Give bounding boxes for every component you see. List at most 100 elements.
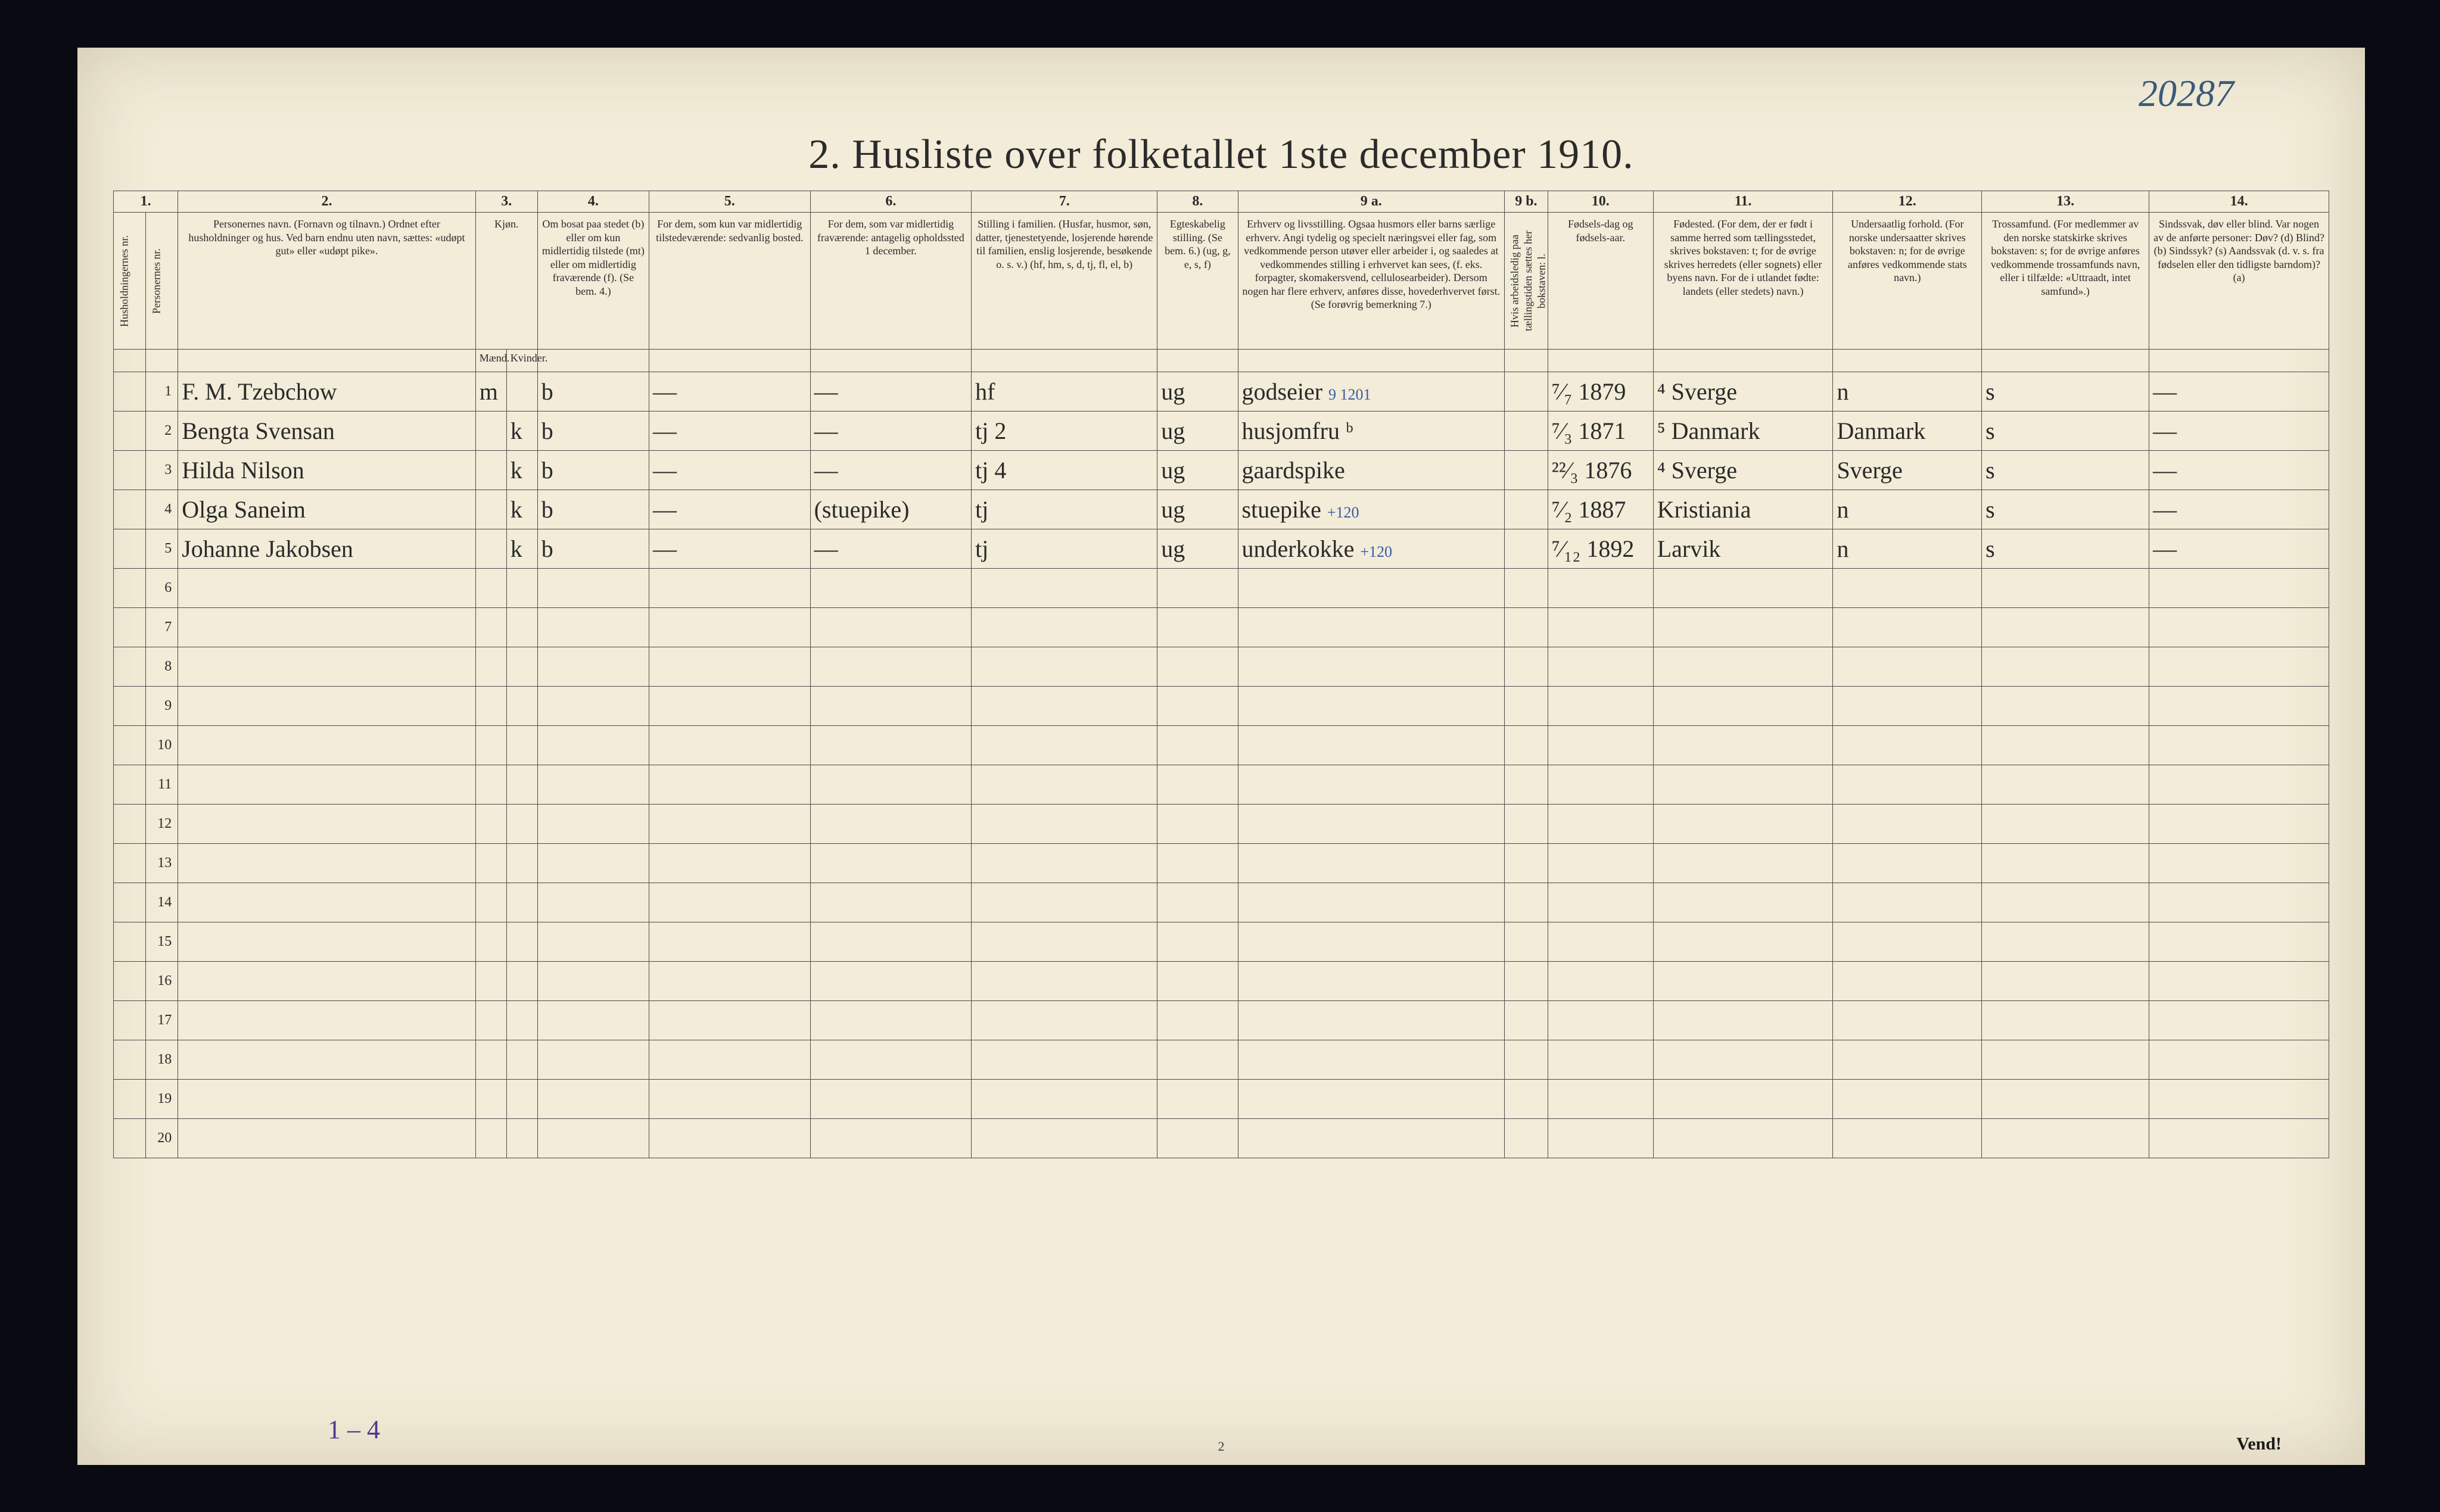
cell bbox=[506, 1119, 537, 1158]
cell-person-nr: 14 bbox=[146, 883, 178, 922]
cell bbox=[1982, 1080, 2149, 1119]
cell-sex-k: k bbox=[506, 451, 537, 490]
cell bbox=[2149, 883, 2329, 922]
cell bbox=[1157, 1040, 1238, 1080]
cell-c9b bbox=[1504, 490, 1548, 529]
cell bbox=[649, 569, 811, 608]
sub-blank bbox=[1157, 350, 1238, 372]
cell-undersaatlig: n bbox=[1833, 372, 1982, 411]
cell bbox=[537, 765, 649, 805]
cell bbox=[537, 922, 649, 962]
cell bbox=[2149, 1119, 2329, 1158]
cell bbox=[178, 1119, 475, 1158]
cell-sex-m bbox=[475, 411, 506, 451]
cell bbox=[1157, 805, 1238, 844]
colnum: 13. bbox=[1982, 191, 2149, 213]
sub-blank bbox=[114, 350, 146, 372]
cell-sex-m bbox=[475, 490, 506, 529]
cell bbox=[810, 844, 972, 883]
cell-person-nr: 13 bbox=[146, 844, 178, 883]
cell bbox=[810, 1001, 972, 1040]
cell bbox=[506, 883, 537, 922]
header-maend: Mænd. bbox=[475, 350, 506, 372]
footer-vend: Vend! bbox=[2236, 1434, 2282, 1454]
cell bbox=[1833, 647, 1982, 687]
cell bbox=[2149, 1080, 2329, 1119]
cell-trossamfund: s bbox=[1982, 372, 2149, 411]
cell bbox=[1653, 765, 1833, 805]
sub-blank bbox=[1653, 350, 1833, 372]
cell bbox=[537, 1080, 649, 1119]
cell bbox=[1982, 726, 2149, 765]
colnum: 5. bbox=[649, 191, 811, 213]
table-row: 20 bbox=[114, 1119, 2329, 1158]
cell bbox=[178, 765, 475, 805]
cell-fodselsdag: ⁷⁄₇ 1879 bbox=[1548, 372, 1653, 411]
cell bbox=[1548, 765, 1653, 805]
cell bbox=[1548, 726, 1653, 765]
sub-blank bbox=[649, 350, 811, 372]
cell bbox=[475, 805, 506, 844]
table-body: 1F. M. Tzebchowmb——hfuggodseier 9 1201⁷⁄… bbox=[114, 372, 2329, 1158]
cell bbox=[972, 1040, 1157, 1080]
table-row: 9 bbox=[114, 687, 2329, 726]
header-fodselsdag: Fødsels-dag og fødsels-aar. bbox=[1548, 213, 1653, 350]
cell bbox=[972, 687, 1157, 726]
cell bbox=[537, 1040, 649, 1080]
cell bbox=[1238, 1119, 1504, 1158]
cell-c14: — bbox=[2149, 372, 2329, 411]
colnum: 14. bbox=[2149, 191, 2329, 213]
cell-stilling-fam: tj bbox=[972, 490, 1157, 529]
cell-household-nr bbox=[114, 765, 146, 805]
cell bbox=[1653, 647, 1833, 687]
cell bbox=[1157, 1080, 1238, 1119]
cell bbox=[1238, 647, 1504, 687]
cell bbox=[475, 569, 506, 608]
cell bbox=[1833, 1080, 1982, 1119]
cell bbox=[1157, 1001, 1238, 1040]
header-bosat: Om bosat paa stedet (b) eller om kun mid… bbox=[537, 213, 649, 350]
cell-stilling-fam: tj 4 bbox=[972, 451, 1157, 490]
colnum: 12. bbox=[1833, 191, 1982, 213]
cell bbox=[1653, 1080, 1833, 1119]
cell bbox=[1157, 844, 1238, 883]
cell bbox=[1504, 608, 1548, 647]
sub-blank bbox=[1548, 350, 1653, 372]
cell bbox=[506, 962, 537, 1001]
cell bbox=[1548, 608, 1653, 647]
header-person-nr: Personernes nr. bbox=[146, 213, 178, 350]
cell bbox=[1982, 844, 2149, 883]
cell bbox=[972, 962, 1157, 1001]
header-midl-tilstede: For dem, som kun var midlertidig tilsted… bbox=[649, 213, 811, 350]
cell-egtesk: ug bbox=[1157, 411, 1238, 451]
cell bbox=[506, 922, 537, 962]
cell bbox=[475, 844, 506, 883]
cell bbox=[972, 1080, 1157, 1119]
cell bbox=[810, 922, 972, 962]
cell bbox=[475, 726, 506, 765]
cell bbox=[1504, 765, 1548, 805]
census-table: 1. 2. 3. 4. 5. 6. 7. 8. 9 a. 9 b. 10. 11… bbox=[113, 191, 2329, 1158]
cell bbox=[649, 726, 811, 765]
table-row: 16 bbox=[114, 962, 2329, 1001]
cell bbox=[506, 569, 537, 608]
cell bbox=[506, 687, 537, 726]
cell-person-nr: 7 bbox=[146, 608, 178, 647]
cell-household-nr bbox=[114, 1001, 146, 1040]
cell bbox=[1238, 883, 1504, 922]
cell bbox=[1653, 844, 1833, 883]
cell-c14: — bbox=[2149, 529, 2329, 569]
cell bbox=[537, 726, 649, 765]
cell bbox=[649, 1040, 811, 1080]
cell bbox=[1833, 569, 1982, 608]
cell-stilling-fam: tj 2 bbox=[972, 411, 1157, 451]
cell bbox=[1504, 726, 1548, 765]
cell-fodested: Kristiania bbox=[1653, 490, 1833, 529]
cell-household-nr bbox=[114, 372, 146, 411]
table-row: 17 bbox=[114, 1001, 2329, 1040]
cell-household-nr bbox=[114, 490, 146, 529]
cell bbox=[537, 687, 649, 726]
cell bbox=[972, 922, 1157, 962]
cell bbox=[810, 1119, 972, 1158]
cell bbox=[475, 1119, 506, 1158]
